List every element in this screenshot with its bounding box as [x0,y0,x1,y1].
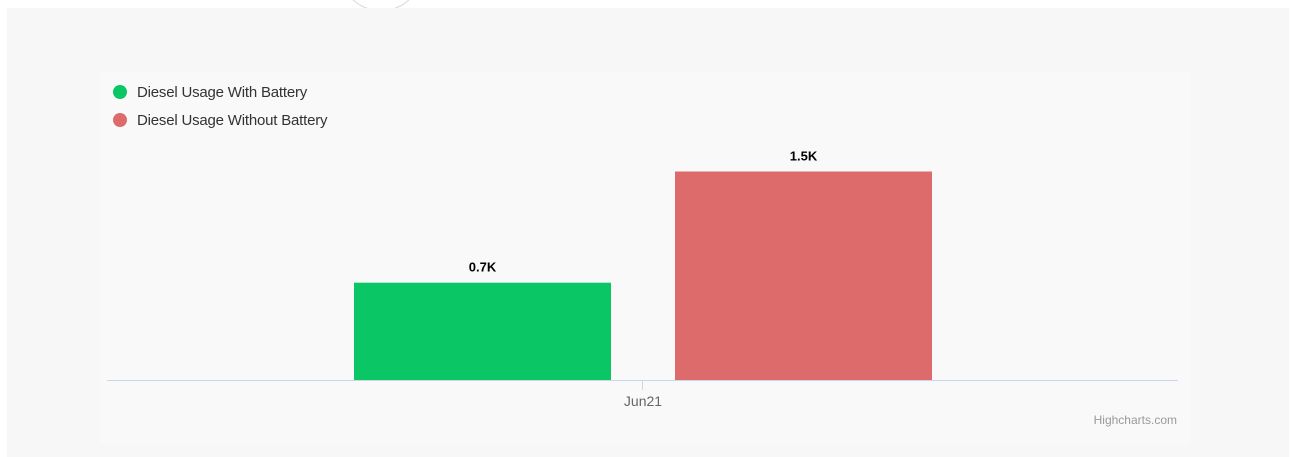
legend-marker-with-battery [113,85,127,99]
legend-label-without-battery: Diesel Usage Without Battery [137,111,328,129]
data-label-without-battery: 1.5K [790,149,818,164]
legend-item-with-battery[interactable]: Diesel Usage With Battery [113,78,327,106]
bar-without-battery[interactable] [675,171,932,381]
x-tick-label-jun21: Jun21 [624,393,662,409]
chart-legend: Diesel Usage With Battery Diesel Usage W… [113,78,328,134]
data-label-with-battery: 0.7K [469,260,497,275]
legend-label-with-battery: Diesel Usage With Battery [137,83,308,101]
legend-item-without-battery[interactable]: Diesel Usage Without Battery [113,106,328,134]
bar-with-battery[interactable] [354,282,611,380]
legend-marker-without-battery [113,113,127,127]
plot-background [100,72,1190,444]
highcharts-credit[interactable]: Highcharts.com [1093,413,1177,427]
